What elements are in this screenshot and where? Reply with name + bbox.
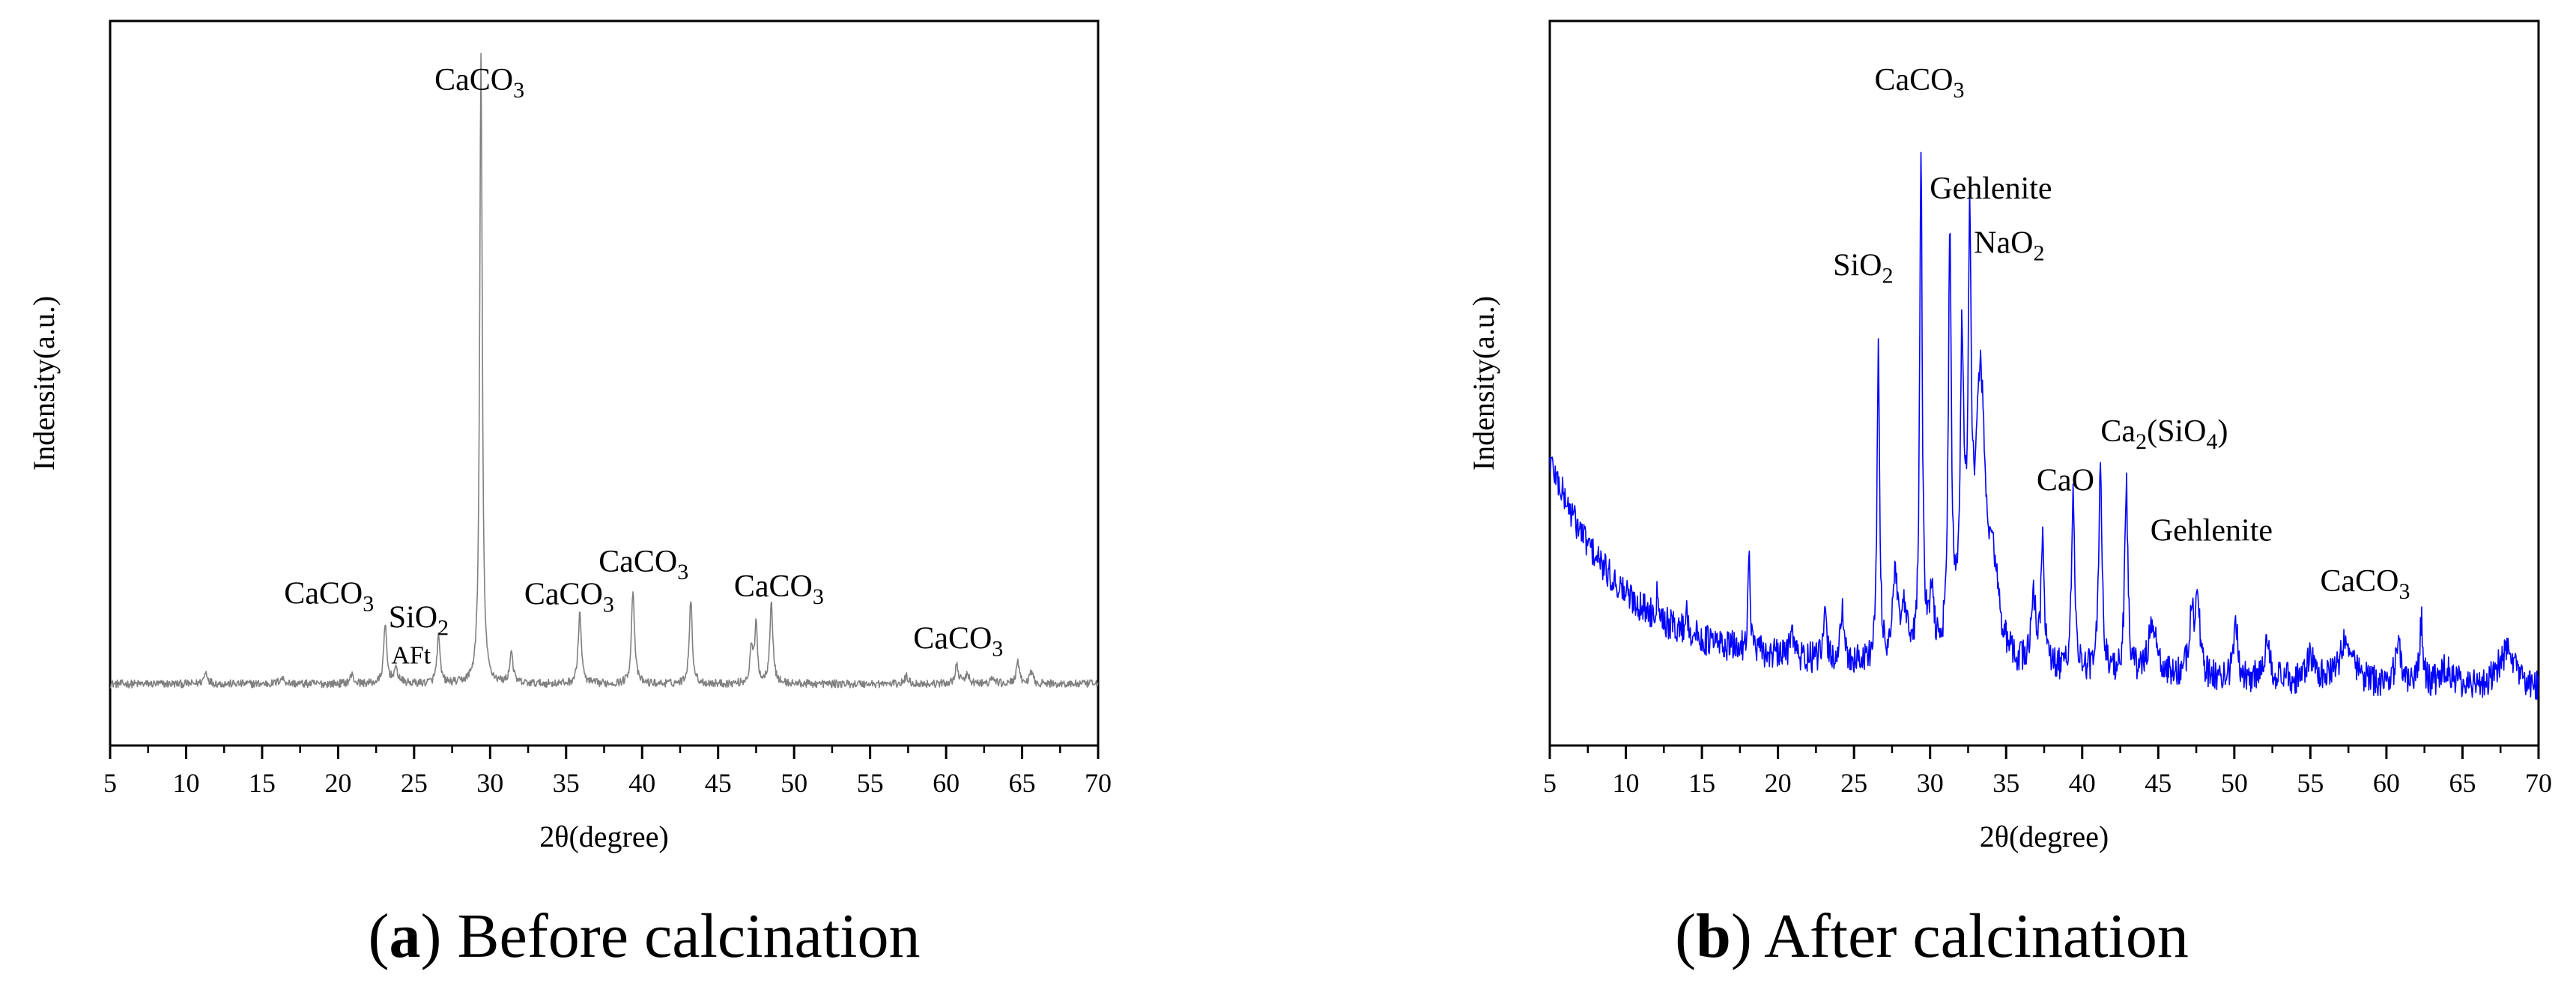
peak-label: CaCO3 [434, 63, 524, 103]
peak-label: SiO2 [389, 600, 449, 640]
caption-text: After calcination [1764, 901, 2189, 971]
y-axis-title: Indensity(a.u.) [27, 296, 61, 471]
peak-label: CaCO3 [598, 545, 688, 584]
x-tick-label: 55 [2297, 768, 2324, 798]
x-tick-label: 5 [103, 768, 117, 798]
xrd-chart-before-calcination: 5 10 15 20 25 30 35 40 45 50 55 60 65 70 2θ(degree) Ind… [27, 19, 1112, 853]
x-tick-label: 70 [2525, 768, 2552, 798]
x-tick-label: 10 [1613, 768, 1640, 798]
x-axis-title: 2θ(degree) [539, 820, 668, 853]
chart-panel-a: 5 10 15 20 25 30 35 40 45 50 55 60 65 70 2θ(degree) Ind… [27, 19, 1112, 971]
x-tick-label: 50 [2221, 768, 2248, 798]
peak-label: AFt [391, 642, 431, 670]
x-tick-label: 15 [1688, 768, 1715, 798]
peak-label: SiO2 [1833, 248, 1893, 288]
x-tick-label: 60 [933, 768, 960, 798]
caption-text: Before calcination [457, 901, 921, 971]
x-tick-label: 25 [1840, 768, 1867, 798]
peak-label: CaCO3 [524, 577, 614, 617]
peak-label: CaCO3 [734, 569, 824, 609]
caption-letter: b [1696, 901, 1731, 971]
x-tick-label: 20 [324, 768, 351, 798]
x-axis-title: 2θ(degree) [1980, 820, 2109, 853]
x-tick-label: 35 [1992, 768, 2019, 798]
x-tick-label: 65 [2449, 768, 2476, 798]
x-tick-label: 10 [172, 768, 199, 798]
peak-label: Ca2(SiO4) [2100, 414, 2228, 454]
x-tick-label: 20 [1765, 768, 1792, 798]
x-tick-label: 70 [1085, 768, 1112, 798]
x-tick-label: 30 [1917, 768, 1944, 798]
peak-label: NaO2 [1974, 226, 2044, 265]
caption-b: (b) After calcination [1675, 901, 2189, 971]
peak-label: CaCO3 [1874, 63, 1964, 103]
x-tick-label: 30 [476, 768, 503, 798]
x-tick-label: 45 [705, 768, 732, 798]
xrd-series-line [1549, 151, 2539, 701]
peak-label: Gehlenite [2151, 513, 2273, 548]
xrd-chart-after-calcination: 5 10 15 20 25 30 35 40 45 50 55 60 65 70 2θ(degree) Ind… [1467, 19, 2552, 853]
x-tick-label: 40 [2069, 768, 2096, 798]
chart-panel-b: 5 10 15 20 25 30 35 40 45 50 55 60 65 70 2θ(degree) Ind… [1288, 0, 2576, 1001]
peak-label: CaCO3 [913, 621, 1003, 661]
caption-letter: a [389, 901, 421, 971]
x-tick-label: 35 [553, 768, 580, 798]
peak-label: CaO [2037, 464, 2094, 498]
x-tick-label: 5 [1543, 768, 1557, 798]
y-axis-title: Indensity(a.u.) [1467, 296, 1500, 471]
x-tick-label: 50 [781, 768, 807, 798]
x-tick-label: 25 [401, 768, 428, 798]
x-tick-label: 65 [1009, 768, 1036, 798]
x-tick-label: 45 [2145, 768, 2172, 798]
x-tick-label: 55 [857, 768, 884, 798]
x-tick-label: 40 [628, 768, 655, 798]
xrd-series-line [110, 52, 1099, 689]
x-tick-label: 60 [2373, 768, 2400, 798]
caption-a: (a) Before calcination [368, 901, 921, 971]
peak-label: Gehlenite [1930, 172, 2052, 206]
peak-label: CaCO3 [284, 576, 374, 616]
x-tick-label: 15 [249, 768, 276, 798]
peak-label: CaCO3 [2320, 564, 2410, 604]
